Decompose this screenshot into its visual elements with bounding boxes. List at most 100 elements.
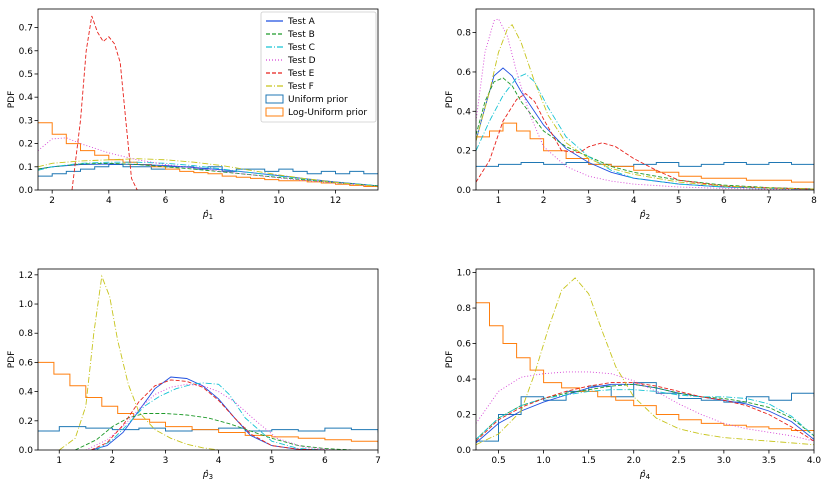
plot-area: [38, 274, 378, 450]
series-e-line: [476, 93, 814, 190]
x-tick-label: 3: [586, 196, 592, 206]
legend-label-l: Log-Uniform prior: [288, 108, 367, 118]
y-tick-label: 0.7: [19, 24, 33, 34]
x-tick-label: 8: [219, 196, 225, 206]
legend-label-e: Test E: [287, 69, 315, 79]
x-tick-label: 7: [375, 456, 381, 466]
plot-area: [38, 15, 378, 190]
legend-label-b: Test B: [287, 30, 315, 40]
series-d-line: [476, 18, 814, 190]
y-axis-label: PDF: [445, 91, 455, 109]
x-tick-label: 10: [273, 196, 285, 206]
y-tick-label: 0.0: [19, 186, 34, 196]
series-e-line: [476, 382, 814, 442]
legend-label-d: Test D: [287, 56, 316, 66]
y-tick-label: 0.5: [19, 70, 33, 80]
series-c-line: [476, 389, 814, 440]
y-tick-label: 0.0: [457, 186, 472, 196]
x-axis-label: p̂3: [202, 469, 213, 481]
series-c-line: [476, 73, 814, 190]
subplot-3: 1 2 3 4 5 6 7 0.0 0.2 0.4 0.6 0.8 1.0 1.2 PDF p̂3: [7, 268, 381, 481]
x-tick-label: 1: [56, 456, 62, 466]
series-a-line: [476, 383, 814, 444]
series-l-line: [476, 122, 814, 183]
y-axis-label: PDF: [7, 351, 17, 369]
x-tick-label: 1: [496, 196, 502, 206]
series-b-line: [75, 413, 352, 450]
series-e-line: [71, 15, 138, 190]
y-tick-label: 0.8: [457, 29, 472, 39]
x-tick-label: 2.0: [627, 456, 642, 466]
x-tick-label: 6: [322, 456, 328, 466]
y-tick-label: 0.0: [457, 446, 472, 456]
x-tick-label: 4: [216, 456, 222, 466]
y-tick-label: 0.8: [19, 329, 34, 339]
y-tick-label: 0.2: [19, 417, 33, 427]
series-d-line: [476, 371, 814, 442]
y-axis-label: PDF: [7, 91, 17, 109]
y-tick-label: 0.4: [19, 388, 34, 398]
x-tick-label: 4: [631, 196, 637, 206]
y-tick-label: 0.6: [457, 68, 472, 78]
series-f-line: [38, 158, 378, 187]
subplot-1: 2 4 6 8 10 12 0.0 0.1 0.2 0.3 0.4 0.5 0.6 0.7 PDF p̂1 Te…: [7, 8, 379, 221]
x-tick-label: 2: [49, 196, 55, 206]
legend: Test A Test B Test C Test D Test E Test F Unif…: [260, 11, 377, 123]
legend-label-a: Test A: [287, 17, 316, 27]
legend-box: [260, 11, 377, 123]
x-tick-label: 3.0: [717, 456, 732, 466]
series-a-line: [38, 163, 378, 187]
plot-area: [476, 277, 814, 446]
axes-frame: [475, 268, 815, 451]
series-c-line: [96, 382, 325, 450]
x-tick-label: 7: [766, 196, 772, 206]
x-tick-label: 2.5: [672, 456, 686, 466]
legend-swatch-l: [265, 107, 284, 117]
legend-swatch-u: [265, 94, 284, 104]
y-axis-label: PDF: [445, 351, 455, 369]
series-e-line: [90, 379, 325, 450]
y-tick-label: 0.4: [457, 107, 472, 117]
x-tick-label: 5: [676, 196, 682, 206]
x-axis-label: p̂2: [639, 209, 650, 221]
y-tick-label: 0.6: [457, 340, 472, 350]
y-tick-label: 0.4: [19, 93, 34, 103]
series-l-line: [476, 302, 814, 433]
series-f-line: [59, 274, 219, 450]
x-tick-label: 8: [811, 196, 817, 206]
y-tick-label: 0.0: [19, 446, 34, 456]
y-tick-label: 0.6: [19, 358, 34, 368]
y-tick-label: 0.8: [457, 304, 472, 314]
y-tick-label: 0.4: [457, 375, 472, 385]
series-a-line: [476, 67, 814, 190]
series-u-line: [476, 162, 814, 167]
y-tick-label: 0.2: [457, 147, 471, 157]
legend-label-u: Uniform prior: [288, 95, 348, 105]
series-l-line: [38, 361, 378, 443]
series-d-line: [38, 137, 378, 187]
subplot-2: 1 2 3 4 5 6 7 8 0.0 0.2 0.4 0.6 0.8 PDF p̂2: [445, 8, 817, 221]
series-l-line: [38, 122, 378, 188]
x-axis-label: p̂4: [639, 469, 651, 481]
series-b-line: [38, 162, 378, 187]
series-u-line: [38, 164, 378, 177]
x-tick-label: 4.0: [807, 456, 822, 466]
x-tick-label: 2: [110, 456, 116, 466]
series-f-line: [476, 277, 814, 446]
x-tick-label: 3: [163, 456, 169, 466]
series-d-line: [85, 383, 336, 450]
x-tick-label: 12: [330, 196, 341, 206]
x-tick-label: 1.5: [582, 456, 596, 466]
x-tick-label: 1.0: [536, 456, 551, 466]
series-b-line: [476, 77, 814, 190]
series-u-line: [476, 382, 814, 442]
series-f-line: [476, 23, 814, 190]
plot-area: [476, 18, 814, 190]
x-axis-label: p̂1: [202, 209, 213, 221]
x-tick-label: 4: [106, 196, 112, 206]
y-tick-label: 0.2: [457, 411, 471, 421]
subplot-4: 0.5 1.0 1.5 2.0 2.5 3.0 3.5 4.0 0.0 0.2 0.4 0.6 0.8 1…: [445, 269, 821, 481]
axes-frame: [37, 268, 379, 451]
y-tick-label: 1.2: [19, 271, 33, 281]
